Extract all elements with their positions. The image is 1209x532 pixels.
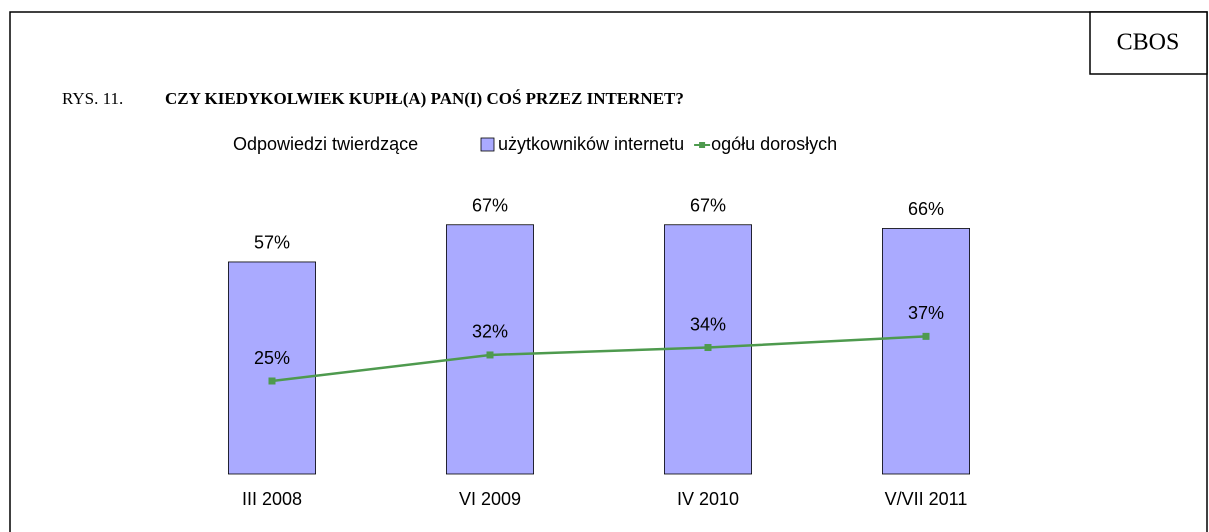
data-label: 34% <box>690 314 726 334</box>
marker <box>486 351 494 359</box>
x-tick-label: III 2008 <box>242 489 302 509</box>
line <box>271 335 927 383</box>
x-tick-label: V/VII 2011 <box>885 489 968 509</box>
chart-title: CZY KIEDYKOLWIEK KUPIŁ(A) PAN(I) COŚ PRZ… <box>165 89 684 108</box>
legend-label: ogółu dorosłych <box>711 134 837 154</box>
data-label: 25% <box>254 348 290 368</box>
legend-label: użytkowników internetu <box>498 134 684 154</box>
legend-swatch <box>699 142 706 148</box>
bar <box>227 261 316 475</box>
data-label: 32% <box>472 322 508 342</box>
source-box <box>1089 11 1208 75</box>
data-label: 37% <box>908 303 944 323</box>
source: CBOS <box>1117 30 1180 56</box>
x-tick-label: VI 2009 <box>459 489 521 509</box>
bar <box>882 228 971 475</box>
legend-title: Odpowiedzi twierdzące <box>233 134 418 154</box>
data-label: 66% <box>908 199 944 219</box>
marker <box>268 377 276 385</box>
bar <box>445 224 534 475</box>
legend-swatch <box>480 137 495 152</box>
marker <box>922 332 930 340</box>
frame <box>9 11 1208 532</box>
x-tick-label: IV 2010 <box>677 489 739 509</box>
data-label: 67% <box>472 196 508 216</box>
data-label: 57% <box>254 233 290 253</box>
data-label: 67% <box>690 196 726 216</box>
marker <box>704 344 712 352</box>
figure-label: RYS. 11. <box>62 89 123 108</box>
